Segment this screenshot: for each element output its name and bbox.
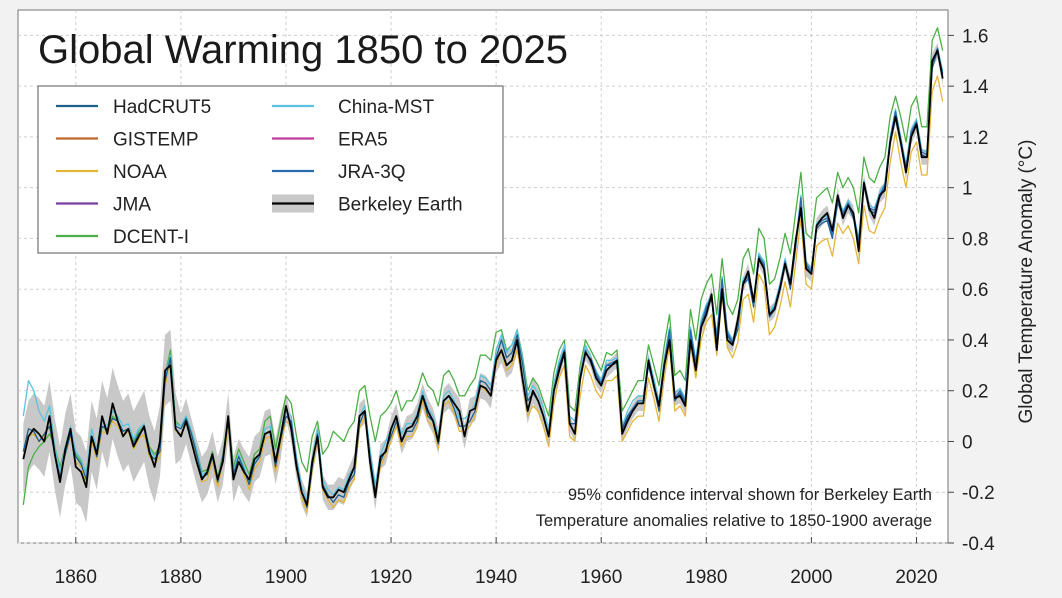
- legend: HadCRUT5 GISTEMP NOAA JMA DCENT-I China-MST ER…: [37, 85, 504, 254]
- y-tick-label: 1.2: [962, 128, 988, 149]
- legend-item-jra-3q: JRA-3Q: [272, 162, 406, 183]
- legend-label: NOAA: [113, 162, 167, 183]
- legend-label: JMA: [113, 195, 151, 216]
- x-tick-label: 2020: [895, 567, 937, 588]
- x-tick-label: 1860: [55, 567, 97, 588]
- x-tick-label: 1920: [370, 567, 412, 588]
- y-tick-label: 0: [962, 432, 973, 453]
- legend-item-era5: ERA5: [272, 130, 388, 151]
- y-tick-label: 1.6: [962, 26, 988, 47]
- series-line-dcent-i: [22, 27, 944, 505]
- y-tick-label: -0.4: [962, 534, 995, 555]
- legend-label: DCENT-I: [113, 227, 189, 248]
- y-tick-label: 0.4: [962, 331, 989, 352]
- legend-item-noaa: NOAA: [56, 162, 167, 183]
- y-tick-label: -0.2: [962, 483, 995, 504]
- x-tick-label: 1980: [685, 567, 727, 588]
- note-baseline: Temperature anomalies relative to 1850-1…: [536, 512, 932, 530]
- legend-item-china-mst: China-MST: [272, 97, 434, 118]
- legend-label: Berkeley Earth: [338, 195, 463, 216]
- series-lines: [22, 27, 944, 514]
- series-line-noaa: [22, 75, 944, 514]
- x-tick-label: 1900: [265, 567, 307, 588]
- legend-item-hadcrut5: HadCRUT5: [56, 97, 211, 118]
- x-tick-label: 1880: [160, 567, 202, 588]
- legend-box: [37, 85, 504, 254]
- legend-label: GISTEMP: [113, 130, 199, 151]
- x-tick-label: 1940: [475, 567, 517, 588]
- legend-item-berkeley-earth: Berkeley Earth: [272, 194, 463, 216]
- series-line-berkeley-earth: [22, 49, 944, 506]
- legend-label: JRA-3Q: [338, 162, 406, 183]
- y-axis-label: Global Temperature Anomaly (°C): [1016, 140, 1037, 424]
- chart-title: Global Warming 1850 to 2025: [38, 28, 568, 72]
- legend-label: China-MST: [338, 97, 434, 118]
- legend-label: HadCRUT5: [113, 97, 211, 118]
- y-tick-label: 1.4: [962, 77, 989, 98]
- axis-ticks: 1860 1880 1900 1920 1940 1960 1980 2000 2020 1.6 1…: [55, 26, 996, 588]
- note-confidence-interval: 95% confidence interval shown for Berkel…: [568, 486, 932, 504]
- y-tick-label: 0.8: [962, 229, 988, 250]
- x-tick-label: 2000: [790, 567, 832, 588]
- x-tick-label: 1960: [580, 567, 622, 588]
- legend-item-gistemp: GISTEMP: [56, 130, 199, 151]
- legend-item-jma: JMA: [56, 195, 151, 216]
- legend-label: ERA5: [338, 130, 388, 151]
- y-tick-label: 0.6: [962, 280, 988, 301]
- legend-item-dcent-i: DCENT-I: [56, 227, 189, 248]
- y-tick-label: 1: [962, 179, 973, 200]
- y-tick-label: 0.2: [962, 382, 988, 403]
